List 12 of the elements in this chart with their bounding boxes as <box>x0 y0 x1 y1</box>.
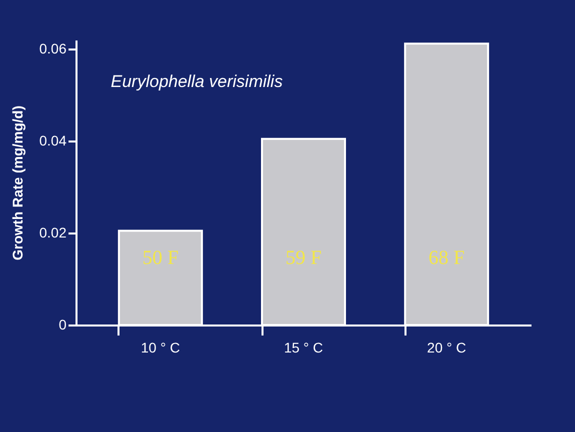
x-tick-label: 20 ° C <box>427 340 466 356</box>
y-tick-label: 0.04 <box>39 132 67 149</box>
y-tick-label: 0.06 <box>39 40 67 57</box>
y-axis-title: Growth Rate (mg/mg/d) <box>9 106 26 260</box>
text: Eurylophella verisimilis <box>110 72 284 91</box>
x-tick-label: 15 ° C <box>284 340 324 356</box>
y-tick-label: 0.02 <box>39 224 67 241</box>
annotation: 50 F <box>142 247 178 269</box>
annotation: 59 F <box>285 247 322 269</box>
y-tick-label: 0 <box>58 316 67 332</box>
annotation: 68 F <box>428 247 465 269</box>
x-tick-label: 10 ° C <box>140 340 180 356</box>
